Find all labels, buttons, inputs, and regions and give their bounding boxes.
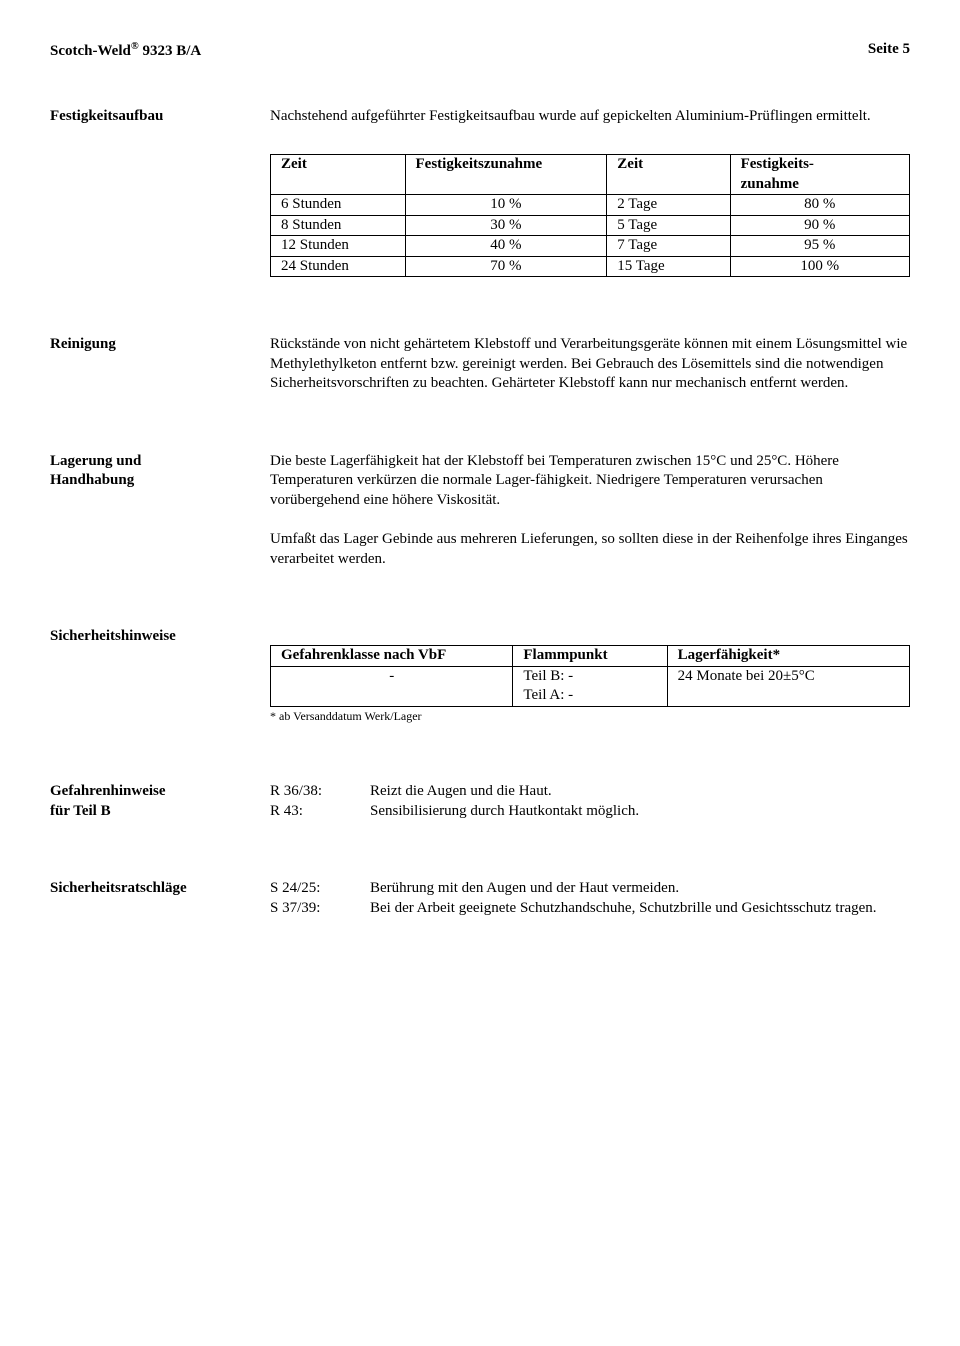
th-gefahrenklasse: Gefahrenklasse nach VbF	[271, 646, 513, 667]
section-festigkeitsaufbau: Festigkeitsaufbau Nachstehend aufgeführt…	[50, 107, 910, 278]
section-gefahrenhinweise: Gefahrenhinweise für Teil B R 36/38: Rei…	[50, 782, 910, 821]
cell-zeit: 24 Stunden	[271, 256, 406, 277]
section-body-festigkeitsaufbau: Nachstehend aufgeführter Festigkeitsaufb…	[270, 107, 910, 127]
section-sicherheitshinweise: Sicherheitshinweise Gefahrenklasse nach …	[50, 627, 910, 724]
reinigung-text: Rückstände von nicht gehärtetem Klebstof…	[270, 335, 910, 394]
th-zeit-1: Zeit	[271, 155, 406, 195]
section-label-sicherheitsratschlaege: Sicherheitsratschläge	[50, 879, 240, 899]
hazard-text: Sensibilisierung durch Hautkontakt mögli…	[370, 802, 910, 822]
hazard-code: R 36/38:	[270, 782, 370, 802]
section-label-sicherheitshinweise: Sicherheitshinweise	[50, 627, 240, 647]
brand-pre: Scotch-Weld	[50, 43, 131, 59]
safety-text: Berührung mit den Augen und der Haut ver…	[370, 879, 910, 899]
safety-text: Bei der Arbeit geeignete Schutzhandschuh…	[370, 899, 910, 919]
registered-icon: ®	[131, 41, 139, 52]
section-lagerung: Lagerung und Handhabung Die beste Lagerf…	[50, 452, 910, 570]
section-label-festigkeitsaufbau: Festigkeitsaufbau	[50, 107, 240, 127]
cell-flammpunkt: Teil B: - Teil A: -	[513, 666, 667, 706]
cell-value: 100 %	[730, 256, 909, 277]
th-festigkeit-1: Festigkeitszunahme	[405, 155, 607, 195]
table-row: Zeit Festigkeitszunahme Zeit Festigkeits…	[271, 155, 910, 195]
table-row: Gefahrenklasse nach VbF Flammpunkt Lager…	[271, 646, 910, 667]
cell-value: 70 %	[405, 256, 607, 277]
safety-code: S 24/25:	[270, 879, 370, 899]
lagerung-p2: Umfaßt das Lager Gebinde aus mehreren Li…	[270, 530, 910, 569]
cell-value: 80 %	[730, 195, 909, 216]
cell-value: 95 %	[730, 236, 909, 257]
page-label-pre: Seite	[868, 41, 903, 57]
table-festigkeitsaufbau: Zeit Festigkeitszunahme Zeit Festigkeits…	[270, 154, 910, 277]
th-lagerfaehigkeit: Lagerfähigkeit*	[667, 646, 909, 667]
footnote-versand: * ab Versanddatum Werk/Lager	[270, 709, 910, 725]
section-label-gefahrenhinweise: Gefahrenhinweise für Teil B	[50, 782, 240, 821]
hazard-code: R 43:	[270, 802, 370, 822]
cell-value: 30 %	[405, 215, 607, 236]
hazard-text: Reizt die Augen und die Haut.	[370, 782, 910, 802]
table-row: 8 Stunden 30 % 5 Tage 90 %	[271, 215, 910, 236]
cell-gefahrenklasse: -	[271, 666, 513, 706]
section-label-reinigung: Reinigung	[50, 335, 240, 355]
table-row: - Teil B: - Teil A: - 24 Monate bei 20±5…	[271, 666, 910, 706]
page-header: Scotch-Weld® 9323 B/A Seite 5	[50, 40, 910, 62]
cell-zeit: 15 Tage	[607, 256, 730, 277]
page-number: Seite 5	[868, 40, 910, 62]
cell-zeit: 7 Tage	[607, 236, 730, 257]
th-zeit-2: Zeit	[607, 155, 730, 195]
table-row: 6 Stunden 10 % 2 Tage 80 %	[271, 195, 910, 216]
cell-zeit: 5 Tage	[607, 215, 730, 236]
table-sicherheitshinweise: Gefahrenklasse nach VbF Flammpunkt Lager…	[270, 645, 910, 707]
intro-text: Nachstehend aufgeführter Festigkeitsaufb…	[270, 107, 910, 127]
cell-zeit: 12 Stunden	[271, 236, 406, 257]
section-label-lagerung: Lagerung und Handhabung	[50, 452, 240, 491]
safety-code: S 37/39:	[270, 899, 370, 919]
brand-post: 9323 B/A	[139, 43, 202, 59]
cell-value: 40 %	[405, 236, 607, 257]
cell-zeit: 8 Stunden	[271, 215, 406, 236]
cell-value: 90 %	[730, 215, 909, 236]
th-flammpunkt: Flammpunkt	[513, 646, 667, 667]
lagerung-p1: Die beste Lagerfähigkeit hat der Klebsto…	[270, 452, 910, 511]
cell-zeit: 2 Tage	[607, 195, 730, 216]
table-row: 12 Stunden 40 % 7 Tage 95 %	[271, 236, 910, 257]
cell-value: 10 %	[405, 195, 607, 216]
cell-lagerfaehigkeit: 24 Monate bei 20±5°C	[667, 666, 909, 706]
table-row: 24 Stunden 70 % 15 Tage 100 %	[271, 256, 910, 277]
page-num-value: 5	[903, 41, 911, 57]
th-festigkeit-2: Festigkeits- zunahme	[730, 155, 909, 195]
cell-zeit: 6 Stunden	[271, 195, 406, 216]
section-sicherheitsratschlaege: Sicherheitsratschläge S 24/25: Berührung…	[50, 879, 910, 918]
section-reinigung: Reinigung Rückstände von nicht gehärtete…	[50, 335, 910, 394]
brand-title: Scotch-Weld® 9323 B/A	[50, 40, 201, 62]
